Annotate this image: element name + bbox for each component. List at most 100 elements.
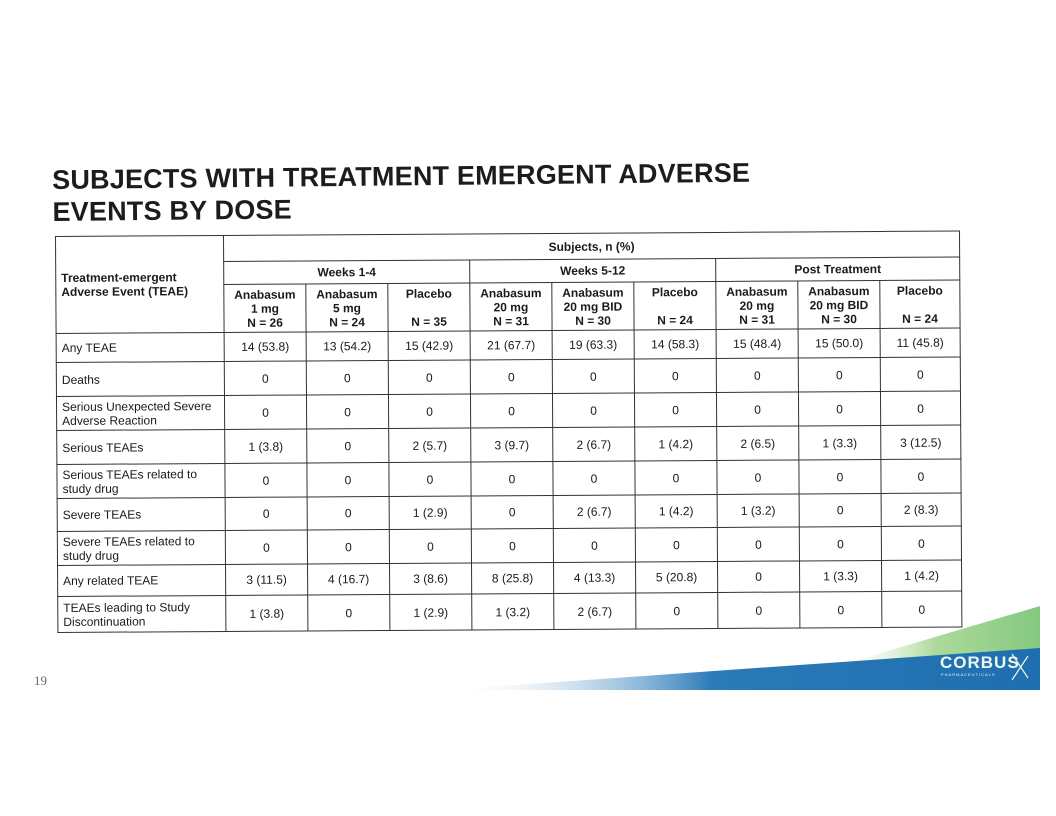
table-cell: 15 (48.4) — [716, 328, 799, 359]
table-cell: 0 — [224, 360, 307, 396]
table-cell: 2 (6.7) — [552, 426, 635, 462]
table-cell: 1 (3.2) — [471, 593, 554, 630]
table-cell: 0 — [307, 496, 390, 530]
table-cell: 0 — [880, 390, 961, 426]
table-cell: 0 — [634, 358, 717, 393]
teae-table-container: Treatment-emergent Adverse Event (TEAE) … — [55, 230, 962, 633]
table-cell: 0 — [552, 392, 635, 428]
arm-header: Placebo N = 24 — [879, 279, 961, 329]
table-cell: 21 (67.7) — [470, 330, 553, 360]
table-cell: 0 — [553, 527, 636, 563]
table-cell: 2 (5.7) — [388, 427, 471, 463]
table-cell: 0 — [798, 357, 881, 392]
arm-header-line: N = 30 — [821, 312, 857, 327]
table-cell: 0 — [552, 460, 636, 496]
logo-mark-icon — [1011, 655, 1029, 681]
table-cell: 0 — [471, 528, 554, 563]
arm-header-line: Anabasum — [480, 286, 542, 301]
table-cell: 1 (4.2) — [881, 559, 962, 592]
table-cell: 15 (50.0) — [798, 328, 881, 358]
table-row: Serious TEAEs related to study drug 0 0 0 0 0… — [56, 458, 962, 499]
arm-header: Anabasum 5 mg N = 24 — [305, 283, 389, 332]
corner-header: Treatment-emergent Adverse Event (TEAE) — [55, 235, 225, 334]
table-cell: 8 (25.8) — [471, 562, 554, 594]
table-cell: 1 (3.8) — [224, 428, 307, 464]
period-post-treatment: Post Treatment — [715, 256, 960, 282]
table-cell: 0 — [224, 462, 308, 498]
corner-header-line: Treatment-emergent — [61, 270, 177, 285]
table-row: Serious TEAEs 1 (3.8) 0 2 (5.7) 3 (9.7) 2 (6.… — [56, 424, 961, 465]
arm-header-line: N = 24 — [902, 311, 938, 326]
table-cell: 15 (42.9) — [388, 330, 471, 361]
table-cell: 0 — [798, 391, 881, 426]
table-cell: 2 (6.7) — [553, 592, 636, 630]
arm-header: Anabasum 20 mg N = 31 — [469, 282, 553, 331]
table-cell: 0 — [306, 428, 389, 463]
arm-header-line — [883, 297, 956, 311]
table-cell: 2 (6.5) — [716, 425, 799, 461]
period-weeks-5-12: Weeks 5-12 — [469, 258, 716, 283]
table-cell: 13 (54.2) — [306, 331, 389, 361]
table-row: Severe TEAEs related to study drug 0 0 0 0 0 0… — [57, 525, 962, 566]
table-cell: 0 — [225, 496, 308, 531]
arm-header-line: N = 30 — [575, 313, 611, 328]
arm-header-line: Placebo — [651, 285, 698, 300]
table-cell: 19 (63.3) — [552, 329, 635, 360]
table-cell: 0 — [717, 560, 800, 593]
table-cell: 5 (20.8) — [635, 561, 718, 593]
period-weeks-1-4: Weeks 1-4 — [223, 259, 470, 285]
row-label: Serious Unexpected Severe Adverse Reacti… — [56, 395, 225, 431]
table-cell: 1 (3.3) — [799, 560, 882, 592]
table-cell: 0 — [470, 461, 554, 496]
arm-header-line: Anabasum — [726, 284, 788, 299]
table-cell: 0 — [881, 590, 962, 628]
table-cell: 0 — [799, 526, 882, 561]
arm-header-line: Anabasum — [316, 287, 378, 302]
arm-header-line: 20 mg BID — [563, 299, 623, 314]
table-cell: 4 (16.7) — [307, 563, 390, 595]
arm-header-line: N = 35 — [411, 314, 447, 329]
table-cell: 2 (8.3) — [881, 492, 962, 527]
table-cell: 3 (11.5) — [225, 563, 308, 596]
table-cell: 0 — [471, 495, 554, 529]
arm-header-line: 20 mg BID — [809, 298, 869, 313]
row-label: TEAEs leading to Study Discontinuation — [57, 595, 226, 633]
arm-header-line — [637, 299, 712, 313]
table-cell: 0 — [388, 393, 471, 429]
table-cell: 1 (2.9) — [389, 495, 472, 530]
teae-table: Treatment-emergent Adverse Event (TEAE) … — [55, 230, 962, 633]
table-cell: 14 (58.3) — [634, 329, 717, 359]
table-cell: 0 — [798, 459, 882, 494]
arm-header-line: 1 mg — [250, 301, 279, 316]
arm-header-line: Placebo — [405, 286, 452, 301]
arm-header-line: N = 31 — [739, 312, 775, 327]
table-cell: 0 — [306, 360, 389, 395]
table-cell: 0 — [224, 394, 307, 430]
table-row: Severe TEAEs 0 0 1 (2.9) 0 2 (6.7) 1 (4.2) 1 (3… — [57, 492, 962, 532]
table-cell: 0 — [388, 461, 472, 497]
table-cell: 0 — [881, 525, 962, 561]
table-cell: 0 — [880, 356, 961, 392]
table-cell: 11 (45.8) — [880, 327, 961, 358]
table-cell: 0 — [307, 529, 390, 564]
table-cell: 3 (9.7) — [470, 427, 553, 462]
arm-header-line: Anabasum — [562, 285, 624, 300]
table-cell: 0 — [880, 458, 962, 494]
table-cell: 0 — [635, 527, 718, 562]
table-cell: 0 — [306, 462, 390, 497]
table-cell: 0 — [306, 394, 389, 429]
row-label: Any related TEAE — [57, 564, 226, 597]
arm-header-line — [391, 300, 466, 314]
table-cell: 3 (8.6) — [389, 562, 472, 595]
logo-subtitle: PHARMACEUTICALS — [941, 672, 996, 677]
arm-header-line: 5 mg — [332, 301, 361, 316]
table-cell: 0 — [225, 529, 308, 565]
table-cell: 1 (2.9) — [389, 593, 472, 631]
arm-header: Anabasum 20 mg BID N = 30 — [551, 281, 635, 331]
table-row: Deaths 0 0 0 0 0 0 0 0 0 — [56, 356, 961, 397]
table-cell: 0 — [717, 526, 800, 562]
table-cell: 14 (53.8) — [224, 331, 307, 362]
table-cell: 1 (3.3) — [798, 425, 881, 460]
row-label: Deaths — [56, 361, 225, 397]
arm-header: Anabasum 20 mg N = 31 — [715, 280, 799, 330]
